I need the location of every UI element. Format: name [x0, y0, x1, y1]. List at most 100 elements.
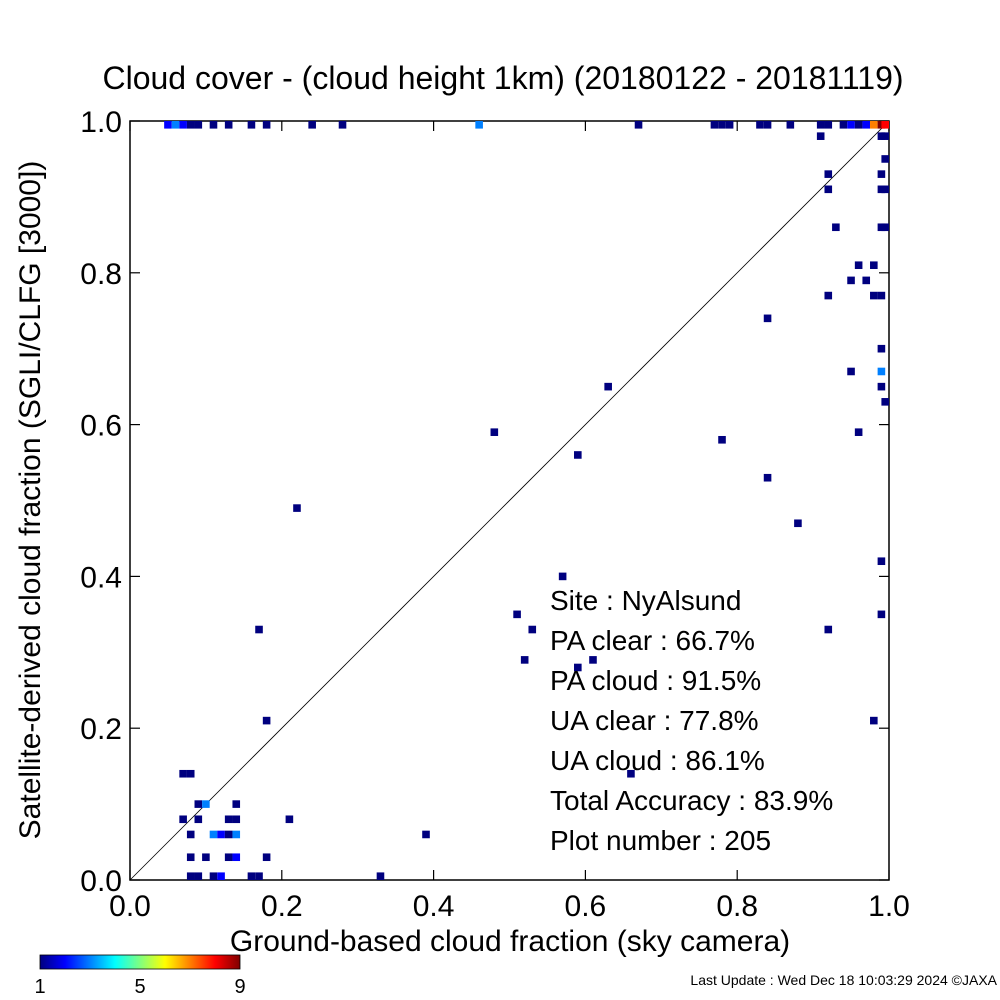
density-cell: [247, 872, 256, 880]
density-cell: [862, 276, 871, 285]
density-cell: [881, 121, 889, 129]
one-to-one-line: [129, 120, 890, 881]
stat-line: PA cloud : 91.5%: [550, 665, 761, 696]
density-cell: [816, 121, 825, 129]
x-tick-label: 0.2: [261, 890, 303, 923]
density-cell: [209, 121, 218, 129]
density-cell: [262, 853, 271, 862]
density-cell: [232, 800, 241, 808]
density-cell: [202, 853, 210, 862]
density-cell: [217, 830, 225, 839]
density-cell: [186, 769, 195, 778]
x-axis-label: Ground-based cloud fraction (sky camera): [230, 925, 790, 958]
density-cell: [877, 610, 886, 619]
density-cell: [520, 656, 529, 664]
density-cell: [816, 132, 825, 140]
density-cell: [224, 121, 233, 129]
density-cell: [186, 830, 195, 839]
density-cell: [574, 663, 582, 672]
y-axis-ticks: 0.0 0.2 0.4 0.6 0.8 1.0: [80, 106, 889, 898]
density-cell: [881, 223, 889, 232]
density-cell: [171, 121, 180, 129]
density-cell: [881, 155, 889, 163]
x-axis-ticks: 0.0 0.2 0.4 0.6 0.8 1.0: [109, 121, 910, 923]
density-cell: [870, 716, 878, 725]
y-tick-label: 0.6: [80, 410, 122, 443]
density-cell: [854, 261, 863, 270]
density-cell: [194, 872, 203, 880]
colorbar-tick-label: 5: [134, 976, 145, 998]
density-cell: [847, 367, 855, 376]
density-cell: [209, 830, 218, 839]
density-cell: [718, 121, 726, 129]
density-cell: [824, 291, 833, 300]
x-tick-label: 1.0: [868, 890, 910, 923]
density-cell: [718, 435, 726, 444]
density-cell: [824, 121, 833, 129]
y-tick-label: 1.0: [80, 106, 122, 139]
density-cell: [255, 625, 263, 634]
chart-title: Cloud cover - (cloud height 1km) (201801…: [102, 60, 903, 96]
density-cell: [293, 504, 301, 512]
density-cell: [186, 853, 195, 862]
density-cell: [179, 121, 187, 129]
density-cell: [475, 121, 483, 129]
x-tick-label: 0.6: [565, 890, 607, 923]
density-cell: [574, 451, 582, 459]
density-cell: [194, 800, 203, 808]
density-cell: [490, 428, 499, 436]
y-tick-label: 0.2: [80, 713, 122, 746]
density-cell: [877, 557, 886, 566]
density-cell: [877, 344, 886, 353]
density-cell: [725, 121, 734, 129]
stat-line: PA clear : 66.7%: [550, 625, 755, 656]
density-cell: [186, 121, 195, 129]
density-cell: [847, 121, 855, 129]
x-tick-label: 0.4: [413, 890, 455, 923]
density-cell: [824, 170, 833, 178]
density-cell: [262, 716, 271, 725]
density-cell: [179, 815, 187, 824]
density-cell: [877, 291, 886, 300]
density-cell: [710, 121, 719, 129]
density-cell: [308, 121, 316, 129]
density-cell: [217, 872, 225, 880]
density-cell: [604, 382, 612, 391]
density-cell: [877, 170, 886, 178]
density-cell: [839, 121, 848, 129]
density-cell: [832, 223, 840, 232]
colorbar-tick-label: 1: [34, 976, 45, 998]
density-cell: [255, 872, 263, 880]
density-cell: [224, 830, 233, 839]
y-tick-label: 0.8: [80, 258, 122, 291]
density-cell: [881, 185, 889, 194]
density-cell: [202, 800, 210, 808]
plot-frame: [129, 120, 890, 881]
density-cell: [824, 625, 833, 634]
density-cell: [232, 853, 241, 862]
density-cell: [209, 872, 218, 880]
density-cell: [824, 185, 833, 194]
density-cell: [870, 261, 878, 270]
density-cell: [513, 610, 521, 619]
density-cell: [881, 132, 889, 140]
density-cell: [870, 121, 878, 129]
last-update: Last Update : Wed Dec 18 10:03:29 2024 ©…: [690, 972, 997, 988]
stat-line: UA clear : 77.8%: [550, 705, 759, 736]
y-tick-label: 0.4: [80, 561, 122, 594]
colorbar-tick-label: 9: [234, 976, 245, 998]
density-cell: [186, 872, 195, 880]
density-cell: [634, 121, 643, 129]
density-cell: [285, 815, 294, 824]
density-cell: [262, 121, 271, 129]
density-cell: [179, 769, 187, 778]
stat-line: Site : NyAlsund: [550, 585, 741, 616]
stats-box: Site : NyAlsund PA clear : 66.7% PA cloud …: [550, 585, 833, 856]
density-cell: [224, 815, 233, 824]
density-cell: [194, 121, 203, 129]
density-cell: [247, 121, 256, 129]
density-cell: [338, 121, 347, 129]
density-cell: [881, 398, 889, 406]
density-cell: [870, 291, 878, 300]
